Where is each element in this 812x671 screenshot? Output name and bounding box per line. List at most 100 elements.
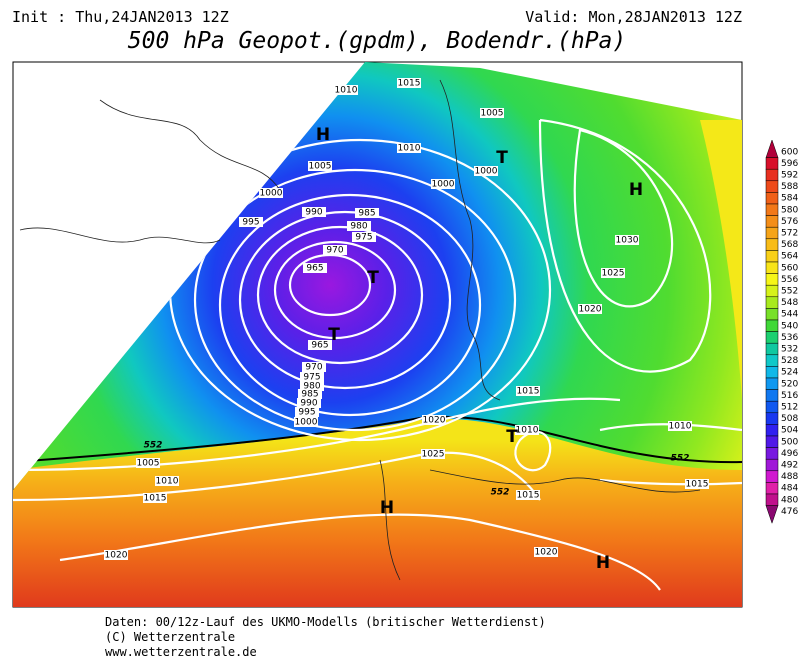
isobar-label-box [239, 217, 263, 227]
init-time: Init : Thu,24JAN2013 12Z [12, 8, 229, 26]
colorbar-label: 588 [781, 182, 798, 192]
isobar-label: 1000 [432, 180, 455, 190]
colorbar-cell [765, 389, 779, 402]
isobar-label-box [295, 407, 319, 417]
colorbar: 6005965925885845805765725685645605565525… [765, 139, 798, 524]
colorbar-cell [765, 215, 779, 228]
colorbar-label: 576 [781, 217, 798, 227]
isobar-label-box [143, 493, 167, 503]
colorbar-label: 544 [781, 310, 798, 320]
map-title: 500 hPa Geopot.(gpdm), Bodendr.(hPa) [128, 28, 627, 54]
colorbar-label: 524 [781, 368, 798, 378]
isobar-label-box [668, 421, 692, 431]
isobar-label-box [534, 547, 558, 557]
contour-label: 552 [491, 488, 510, 498]
isobar-label: 990 [300, 399, 317, 409]
contour-label: 552 [671, 454, 690, 464]
pressure-center: T [328, 325, 340, 345]
isobar-label-box [421, 449, 445, 459]
colorbar-label: 552 [781, 287, 798, 297]
colorbar-cell [765, 139, 779, 158]
isobar-label: 1010 [398, 144, 421, 154]
colorbar-cell [765, 273, 779, 286]
isobar-label-box [300, 372, 324, 382]
isobar-label-box [308, 161, 332, 171]
colorbar-cell [765, 250, 779, 263]
isobar-label-box [334, 85, 358, 95]
isobar-label-box [516, 490, 540, 500]
colorbar-label: 480 [781, 495, 798, 505]
colorbar-label: 492 [781, 461, 798, 471]
colorbar-label: 520 [781, 379, 798, 389]
colorbar-label: 504 [781, 426, 798, 436]
isobar-label: 1015 [517, 387, 540, 397]
colorbar-label: 596 [781, 159, 798, 169]
isobar-label-box [352, 232, 376, 242]
isobar-label: 1000 [295, 418, 318, 428]
isobar-label: 995 [242, 218, 259, 228]
colorbar-cell [765, 505, 779, 524]
colorbar-cell [765, 296, 779, 309]
isobar-label: 1010 [669, 422, 692, 432]
colorbar-cell [765, 226, 779, 240]
pressure-center: H [629, 180, 643, 200]
footer-source: Daten: 00/12z-Lauf des UKMO-Modells (bri… [105, 615, 546, 629]
isobar-label: 965 [306, 264, 323, 274]
isobar-label: 1015 [398, 79, 421, 89]
colorbar-label: 592 [781, 171, 798, 181]
isobar-label: 1015 [517, 491, 540, 501]
colorbar-cell [765, 308, 779, 321]
colorbar-label: 584 [781, 194, 798, 204]
isobar-label: 980 [350, 222, 367, 232]
colorbar-label: 536 [781, 333, 798, 343]
isobar-label: 1010 [516, 426, 539, 436]
isobar-label-box [347, 221, 371, 231]
colorbar-cell [765, 157, 779, 170]
colorbar-cell [765, 331, 779, 344]
isobar-label: 1015 [144, 494, 167, 504]
colorbar-cell [765, 342, 779, 356]
isobar-label-box [397, 78, 421, 88]
isobar-label: 1020 [579, 305, 602, 315]
footer-copyright: (C) Wetterzentrale [105, 630, 235, 644]
colorbar-label: 568 [781, 240, 798, 250]
colorbar-cell [765, 435, 779, 448]
isobar-label-box [474, 166, 498, 176]
isobar-label-box [685, 479, 709, 489]
isobar-label-box [155, 476, 179, 486]
pressure-center: T [496, 148, 508, 168]
colorbar-label: 556 [781, 275, 798, 285]
colorbar-cell [765, 493, 779, 506]
colorbar-label: 484 [781, 484, 798, 494]
isobar-label-box [431, 179, 455, 189]
isobar-label-box [136, 458, 160, 468]
colorbar-label: 580 [781, 205, 798, 215]
pressure-center: T [367, 268, 379, 288]
colorbar-cell [765, 180, 779, 193]
isobar-label-box [297, 398, 321, 408]
colorbar-cell [765, 400, 779, 414]
isobar-label-box [302, 362, 326, 372]
isobar-label: 1020 [105, 551, 128, 561]
colorbar-cell [765, 458, 779, 472]
isobar-label: 965 [311, 341, 328, 351]
colorbar-cell [765, 377, 779, 390]
isobar-label: 980 [303, 382, 320, 392]
pressure-center: T [506, 427, 518, 447]
isobar-label-box [298, 389, 322, 399]
colorbar-label: 572 [781, 229, 798, 239]
isobar-label: 1025 [602, 269, 625, 279]
isobar-label-box [515, 425, 539, 435]
isobar-label: 990 [305, 208, 322, 218]
colorbar-label: 476 [781, 507, 798, 517]
pressure-center: H [316, 125, 330, 145]
coastlines [19, 79, 701, 581]
isobar-label: 1020 [535, 548, 558, 558]
colorbar-label: 548 [781, 298, 798, 308]
isobar-label-box [422, 415, 446, 425]
isobar-label: 985 [358, 209, 375, 219]
colorbar-cell [765, 447, 779, 460]
isobar-label: 975 [303, 373, 320, 383]
isobar-label-box [601, 268, 625, 278]
